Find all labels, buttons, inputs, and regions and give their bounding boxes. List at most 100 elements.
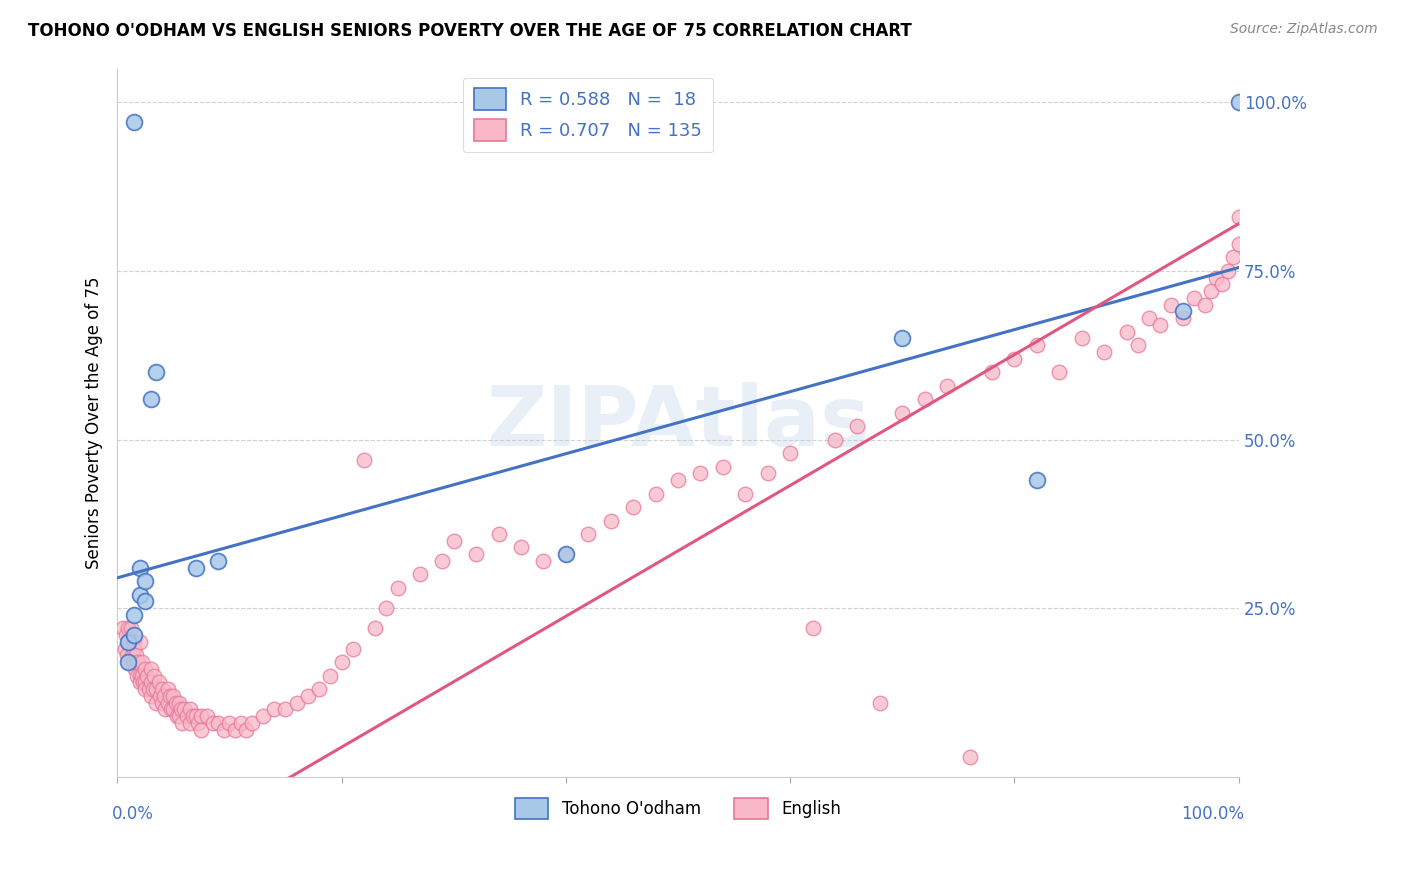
Point [128, 560, 150, 574]
Point [235, 723, 257, 737]
Point [252, 709, 274, 723]
Point [122, 655, 145, 669]
Point [201, 715, 224, 730]
Point [122, 115, 145, 129]
Point [184, 560, 207, 574]
Point [117, 655, 139, 669]
Point [1205, 270, 1227, 285]
Point [1227, 210, 1250, 224]
Point [165, 696, 187, 710]
Point [387, 581, 409, 595]
Point [353, 452, 375, 467]
Point [172, 715, 194, 730]
Point [240, 715, 263, 730]
Point [308, 682, 330, 697]
Point [160, 702, 183, 716]
Point [122, 641, 145, 656]
Point [122, 607, 145, 622]
Point [145, 696, 167, 710]
Point [162, 689, 184, 703]
Point [166, 709, 188, 723]
Text: Source: ZipAtlas.com: Source: ZipAtlas.com [1230, 22, 1378, 37]
Point [115, 628, 138, 642]
Point [162, 702, 184, 716]
Point [1047, 365, 1070, 379]
Point [134, 675, 156, 690]
Text: 0.0%: 0.0% [111, 805, 153, 823]
Point [891, 406, 914, 420]
Point [1182, 291, 1205, 305]
Point [136, 668, 159, 682]
Point [134, 574, 156, 589]
Point [846, 419, 869, 434]
Point [155, 702, 177, 716]
Point [117, 635, 139, 649]
Point [869, 696, 891, 710]
Point [128, 635, 150, 649]
Point [138, 682, 160, 697]
Point [666, 473, 689, 487]
Point [1115, 325, 1137, 339]
Point [1126, 338, 1149, 352]
Point [1149, 318, 1171, 332]
Point [1222, 251, 1244, 265]
Point [1211, 277, 1233, 292]
Point [128, 675, 150, 690]
Point [127, 668, 149, 682]
Point [981, 365, 1004, 379]
Point [432, 554, 454, 568]
Y-axis label: Seniors Poverty Over the Age of 75: Seniors Poverty Over the Age of 75 [86, 277, 103, 569]
Point [139, 675, 162, 690]
Point [1092, 344, 1115, 359]
Point [150, 696, 173, 710]
Point [319, 668, 342, 682]
Point [1216, 264, 1239, 278]
Point [190, 709, 212, 723]
Point [734, 486, 756, 500]
Point [554, 547, 576, 561]
Point [195, 709, 218, 723]
Point [120, 622, 142, 636]
Point [167, 696, 190, 710]
Point [128, 588, 150, 602]
Point [190, 723, 212, 737]
Point [139, 689, 162, 703]
Point [170, 702, 193, 716]
Point [621, 500, 644, 514]
Point [711, 459, 734, 474]
Point [183, 709, 205, 723]
Point [1025, 473, 1047, 487]
Point [599, 514, 621, 528]
Point [173, 702, 195, 716]
Point [207, 554, 229, 568]
Point [132, 675, 155, 690]
Point [139, 392, 162, 406]
Text: ZIPAtlas: ZIPAtlas [486, 382, 870, 463]
Point [224, 723, 246, 737]
Point [465, 547, 488, 561]
Point [134, 682, 156, 697]
Point [936, 378, 959, 392]
Point [914, 392, 936, 406]
Point [510, 541, 533, 555]
Point [1025, 338, 1047, 352]
Point [167, 709, 190, 723]
Point [187, 715, 209, 730]
Point [122, 635, 145, 649]
Point [145, 365, 167, 379]
Point [1070, 331, 1092, 345]
Point [134, 594, 156, 608]
Point [121, 648, 143, 663]
Point [375, 601, 398, 615]
Point [644, 486, 666, 500]
Point [179, 715, 201, 730]
Point [114, 641, 136, 656]
Point [212, 723, 235, 737]
Point [1194, 298, 1216, 312]
Point [330, 655, 353, 669]
Point [274, 702, 297, 716]
Point [409, 567, 432, 582]
Point [891, 331, 914, 345]
Point [117, 655, 139, 669]
Point [153, 689, 176, 703]
